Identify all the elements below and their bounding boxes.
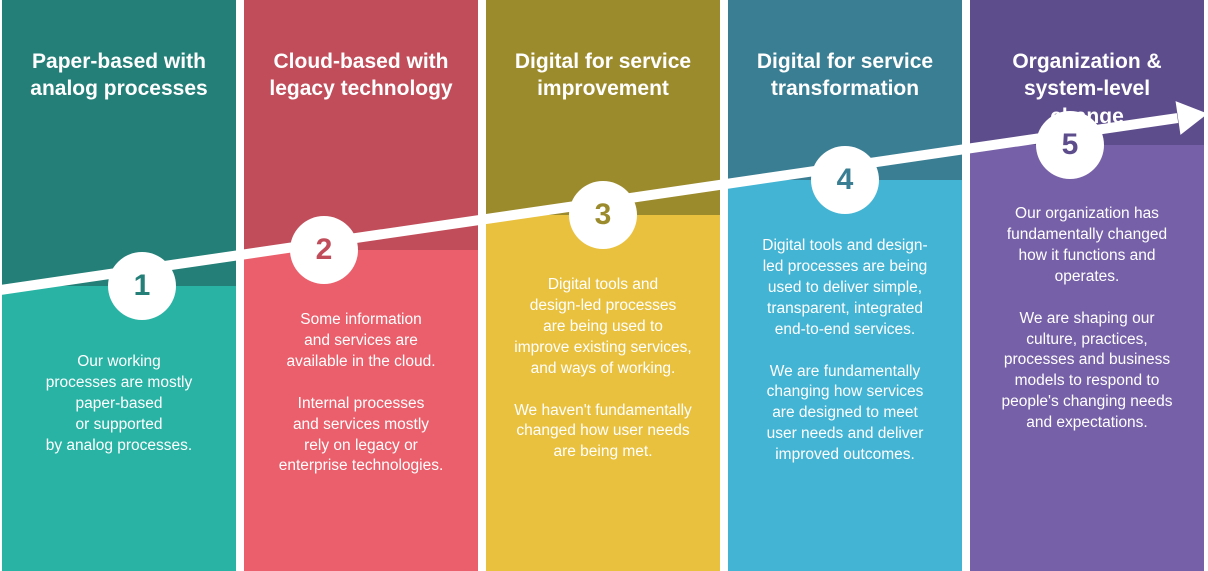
maturity-column-3: Digital for service improvement Digital t… xyxy=(486,0,720,571)
column-heading: Cloud-based with legacy technology xyxy=(244,48,478,103)
stage-number: 2 xyxy=(316,233,333,267)
maturity-column-4: Digital for service transformation Digita… xyxy=(728,0,962,571)
column-body: Digital tools and design- led processes … xyxy=(728,236,962,466)
stage-number-badge-4: 4 xyxy=(811,146,879,214)
column-heading: Paper-based with analog processes xyxy=(2,48,236,103)
maturity-column-2: Cloud-based with legacy technology Some i… xyxy=(244,0,478,571)
column-top xyxy=(244,0,478,250)
stage-number: 3 xyxy=(595,198,612,232)
column-heading: Digital for service improvement xyxy=(486,48,720,103)
stage-number-badge-1: 1 xyxy=(108,252,176,320)
maturity-infographic: Paper-based with analog processes Our wor… xyxy=(0,0,1208,571)
column-body: Our organization has fundamentally chang… xyxy=(970,204,1204,434)
column-body: Some information and services are availa… xyxy=(244,310,478,477)
stage-number-badge-3: 3 xyxy=(569,181,637,249)
column-body: Our working processes are mostly paper-b… xyxy=(2,352,236,457)
column-body: Digital tools and design-led processes a… xyxy=(486,275,720,463)
maturity-column-5: Organization & system-level changeOur or… xyxy=(970,0,1204,571)
stage-number-badge-5: 5 xyxy=(1036,111,1104,179)
column-top xyxy=(2,0,236,286)
stage-number: 5 xyxy=(1062,128,1079,162)
stage-number: 1 xyxy=(134,269,151,303)
stage-number: 4 xyxy=(837,163,854,197)
progress-arrow-head-icon xyxy=(1176,97,1208,135)
stage-number-badge-2: 2 xyxy=(290,216,358,284)
column-heading: Digital for service transformation xyxy=(728,48,962,103)
